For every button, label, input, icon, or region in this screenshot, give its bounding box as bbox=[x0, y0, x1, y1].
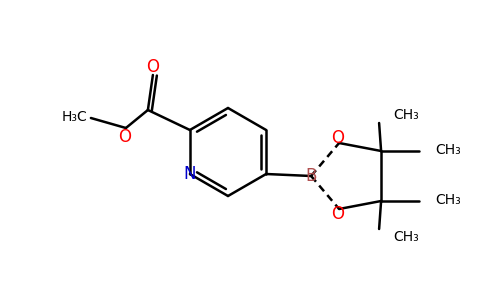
Text: CH₃: CH₃ bbox=[393, 230, 419, 244]
Text: O: O bbox=[119, 128, 131, 146]
Text: O: O bbox=[332, 129, 345, 147]
Text: O: O bbox=[332, 205, 345, 223]
Text: CH₃: CH₃ bbox=[435, 193, 461, 207]
Text: CH₃: CH₃ bbox=[435, 143, 461, 157]
Text: N: N bbox=[183, 165, 196, 183]
Text: H₃C: H₃C bbox=[62, 110, 88, 124]
Text: O: O bbox=[146, 58, 159, 76]
Text: B: B bbox=[305, 167, 317, 185]
Text: CH₃: CH₃ bbox=[393, 108, 419, 122]
